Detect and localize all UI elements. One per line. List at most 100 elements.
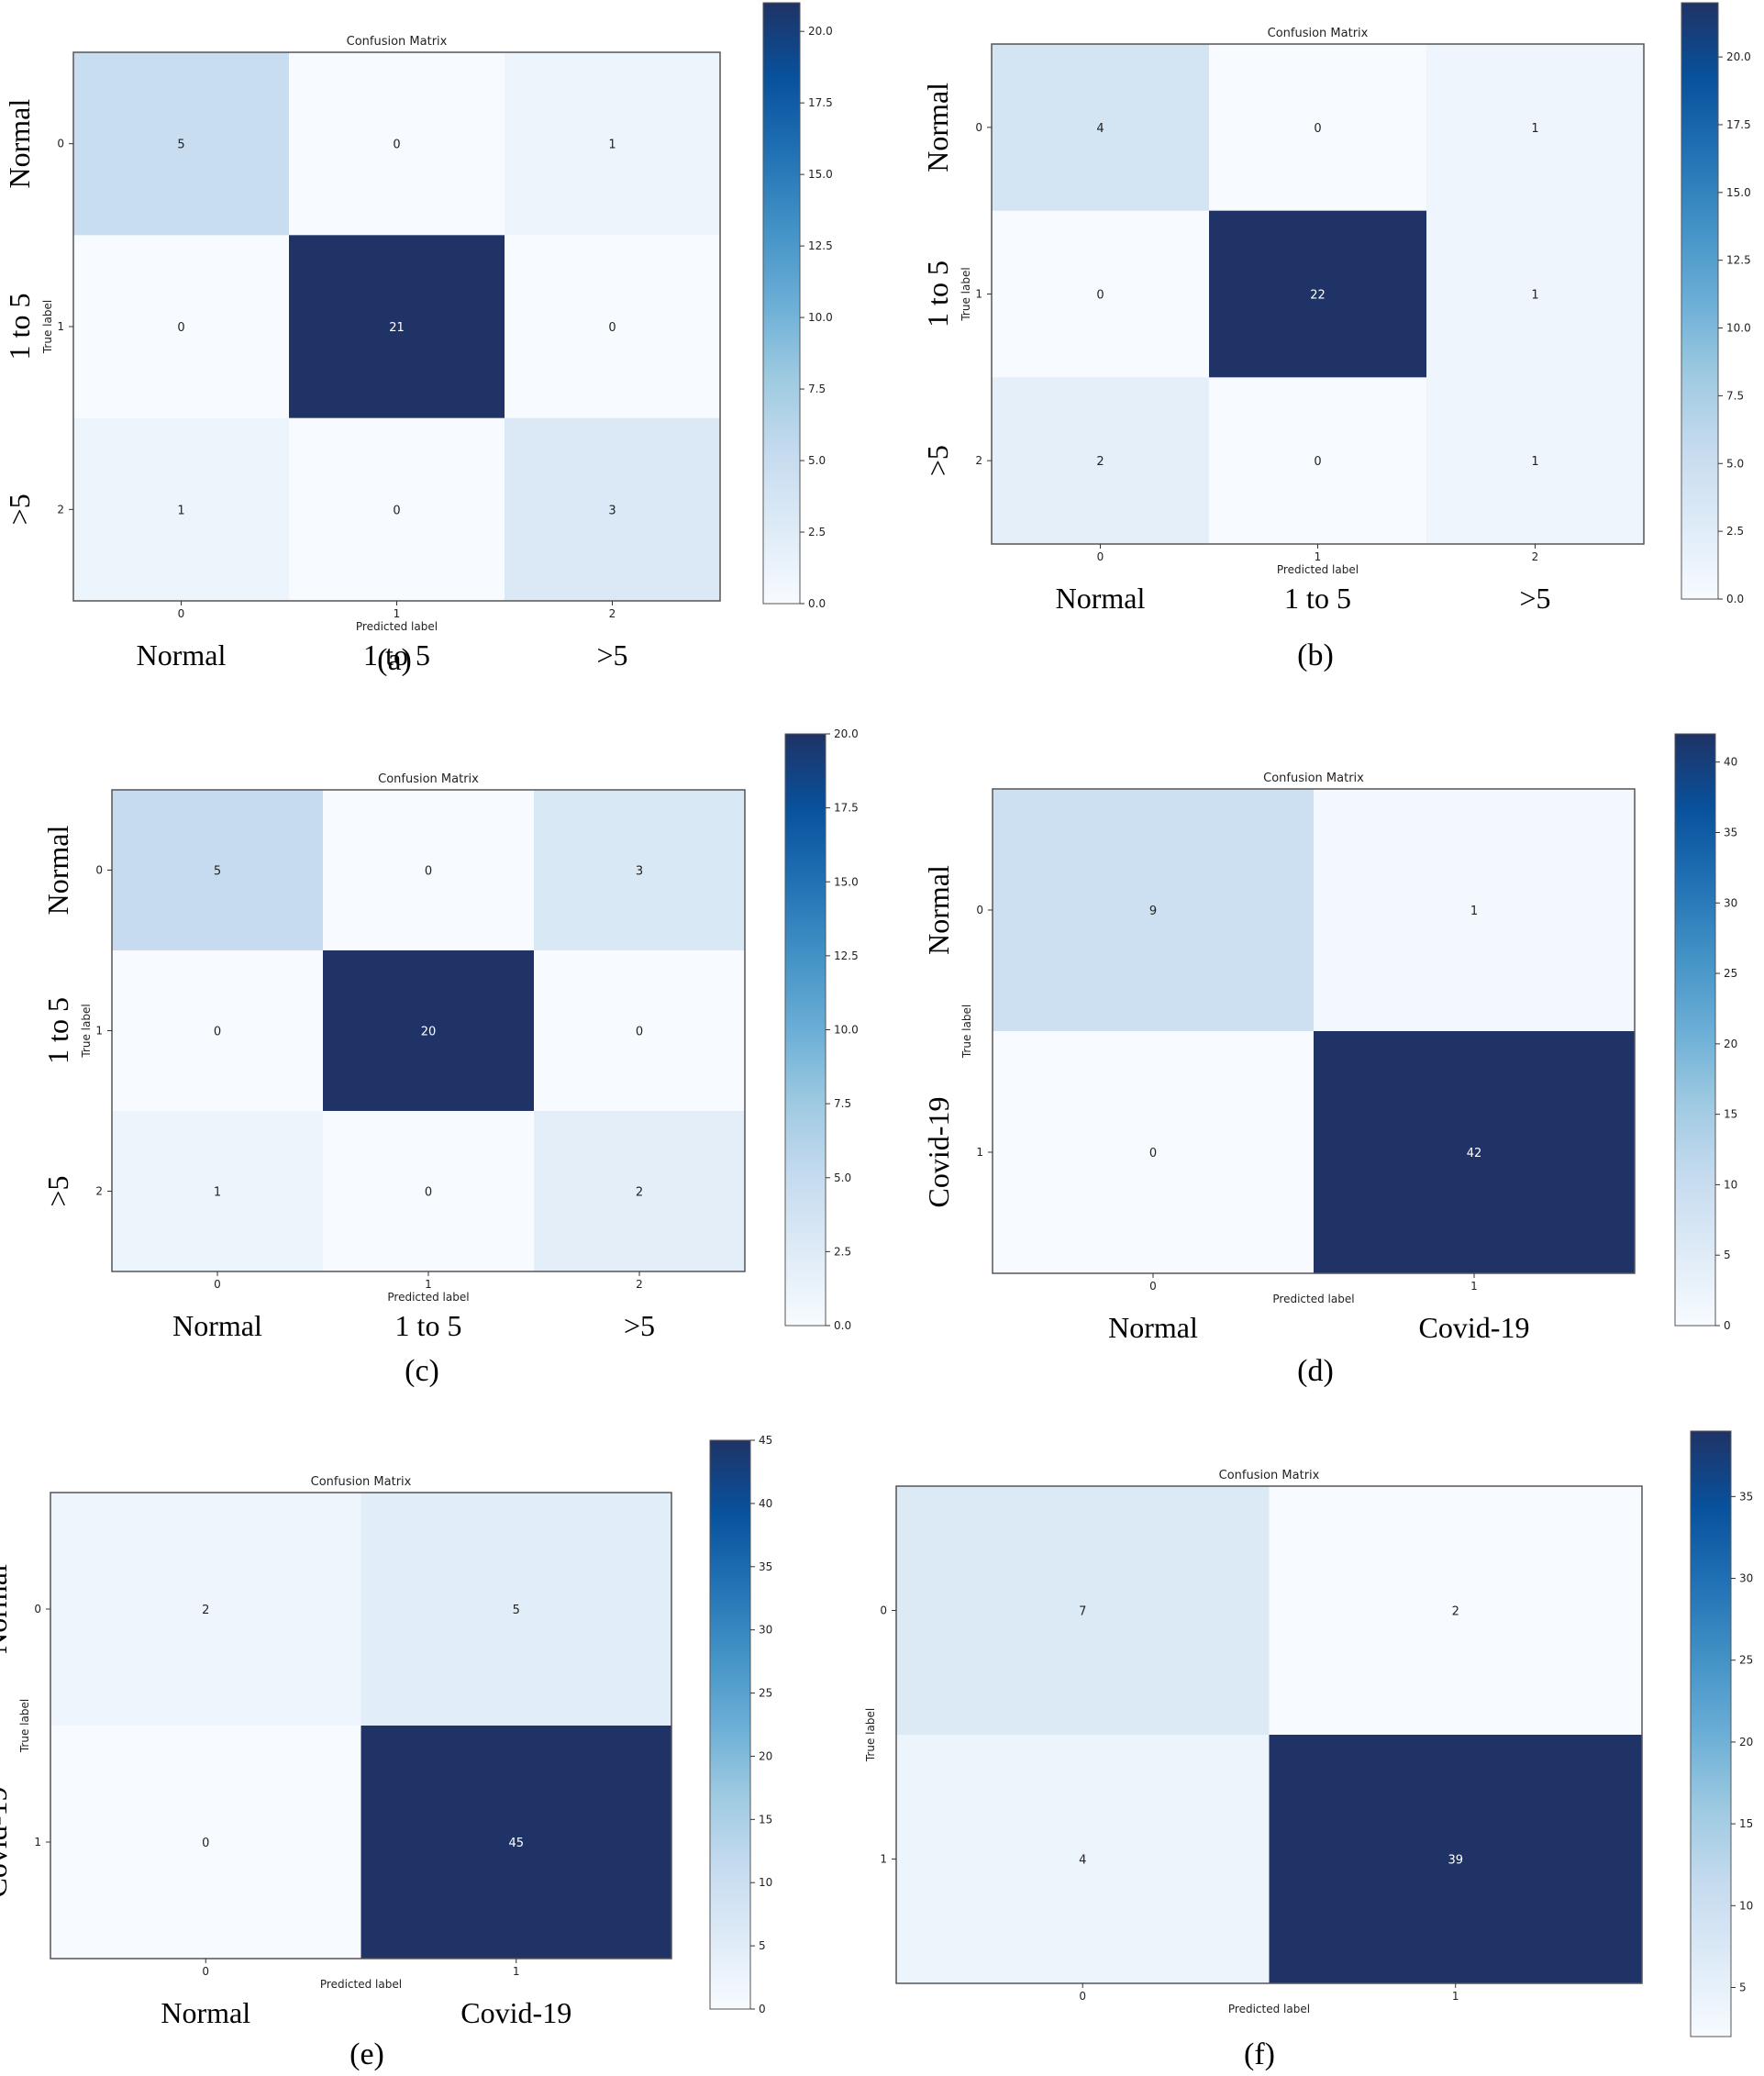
chart-title: Confusion Matrix (311, 1475, 412, 1489)
panel-caption: (d) (1297, 1354, 1334, 1388)
x-tick-label: 0 (214, 1278, 221, 1291)
heatmap-cell (1426, 210, 1645, 378)
class-label-x: 1 to 5 (395, 1309, 462, 1342)
heatmap-cell (992, 210, 1210, 378)
colorbar-tick-label: 40 (759, 1497, 772, 1510)
colorbar-tick-label: 5 (1724, 1249, 1731, 1261)
cell-value: 0 (393, 504, 400, 517)
colorbar-tick-label: 20.0 (834, 727, 859, 740)
heatmap-cell (1209, 210, 1427, 378)
heatmap-cell (50, 1493, 361, 1726)
heatmap-cell (361, 1726, 672, 1959)
heatmap-cell (1314, 789, 1636, 1032)
cell-value: 0 (425, 865, 432, 879)
class-label-x: Normal (1108, 1311, 1198, 1344)
x-tick-label: 1 (1470, 1280, 1478, 1293)
x-axis-label: Predicted label (1277, 563, 1359, 576)
colorbar-tick-label: 0 (759, 2003, 766, 2015)
heatmap-cell (505, 417, 721, 602)
colorbar-tick-label: 17.5 (1726, 118, 1751, 131)
colorbar (1690, 1430, 1732, 2037)
colorbar-tick-label: 5 (1739, 1981, 1747, 1993)
colorbar-tick-label: 12.5 (808, 239, 833, 252)
plot-frame (50, 1492, 672, 1959)
heatmap-cell (289, 52, 505, 236)
cell-value: 0 (1314, 455, 1321, 469)
class-label-x: Covid-19 (460, 1996, 571, 2029)
colorbar-tick-label: 10 (1739, 1899, 1753, 1912)
colorbar (784, 733, 827, 1327)
class-label-x: Normal (1056, 582, 1146, 615)
y-axis-label: True label (41, 300, 54, 354)
x-tick-label: 1 (425, 1278, 432, 1291)
heatmap-cell (1209, 377, 1427, 545)
cell-value: 2 (636, 1186, 643, 1200)
cell-value: 0 (1149, 1147, 1157, 1160)
x-axis-label: Predicted label (1272, 1293, 1354, 1305)
colorbar-tick-label: 2.5 (834, 1245, 851, 1258)
colorbar (1681, 2, 1719, 600)
colorbar (709, 1439, 751, 2010)
heatmap-cell (534, 1111, 746, 1272)
cell-value: 1 (608, 139, 616, 152)
class-label-x: >5 (596, 638, 627, 672)
cell-value: 0 (425, 1186, 432, 1200)
cell-value: 3 (608, 504, 616, 517)
heatmap-cell (1426, 44, 1645, 212)
cell-value: 1 (214, 1186, 221, 1200)
cell-value: 2 (1452, 1605, 1459, 1619)
colorbar-tick-label: 35 (1739, 1490, 1753, 1503)
heatmap-cell (323, 1111, 535, 1272)
chart-title: Confusion Matrix (347, 35, 448, 49)
x-tick-label: 1 (394, 607, 401, 620)
plot-frame (992, 788, 1636, 1274)
cell-value: 0 (202, 1837, 209, 1850)
colorbar-tick-label: 7.5 (834, 1097, 851, 1110)
colorbar-tick-label: 10.0 (808, 311, 833, 324)
colorbar-tick-label: 40 (1724, 756, 1737, 769)
heatmap-cell (112, 1111, 324, 1272)
cell-value: 22 (1310, 289, 1326, 303)
cell-value: 0 (393, 139, 400, 152)
x-axis-label: Predicted label (387, 1291, 469, 1304)
heatmap-cell (73, 52, 290, 236)
colorbar-tick-label: 5.0 (808, 454, 826, 467)
colorbar-tick-label: 10 (1724, 1178, 1737, 1191)
x-tick-label: 2 (1532, 550, 1539, 563)
y-tick-label: 2 (95, 1185, 103, 1198)
y-tick-label: 0 (34, 1603, 41, 1615)
class-label-x: Normal (137, 638, 227, 672)
cell-value: 5 (177, 139, 184, 152)
x-tick-label: 0 (202, 1965, 209, 1978)
y-tick-label: 2 (975, 454, 982, 467)
class-label-y: 1 to 5 (41, 997, 74, 1064)
cell-value: 1 (177, 504, 184, 517)
y-tick-label: 1 (975, 288, 982, 301)
cell-value: 5 (214, 865, 221, 879)
chart-title: Confusion Matrix (1268, 27, 1369, 40)
cell-value: 39 (1448, 1854, 1463, 1868)
colorbar-tick-label: 0.0 (834, 1319, 851, 1332)
panel-caption: (e) (349, 2037, 384, 2071)
y-tick-label: 1 (976, 1146, 983, 1159)
cell-value: 1 (1531, 455, 1538, 469)
heatmap-cell (289, 235, 505, 419)
cell-value: 21 (389, 321, 405, 335)
heatmap-cell (73, 417, 290, 602)
colorbar-tick-label: 10.0 (834, 1024, 859, 1037)
heatmap-cell (289, 417, 505, 602)
colorbar-tick-label: 25 (1739, 1654, 1753, 1667)
colorbar-tick-label: 45 (759, 1434, 772, 1447)
class-label-x: >5 (624, 1309, 655, 1342)
y-tick-label: 0 (880, 1604, 887, 1617)
cell-value: 2 (202, 1604, 209, 1617)
colorbar-tick-label: 12.5 (1726, 254, 1751, 267)
x-tick-label: 1 (513, 1965, 520, 1978)
colorbar-tick-label: 15.0 (808, 168, 833, 181)
heatmap-cell (112, 790, 324, 951)
class-label-x: Covid-19 (1419, 1311, 1530, 1344)
cell-value: 0 (636, 1026, 643, 1039)
